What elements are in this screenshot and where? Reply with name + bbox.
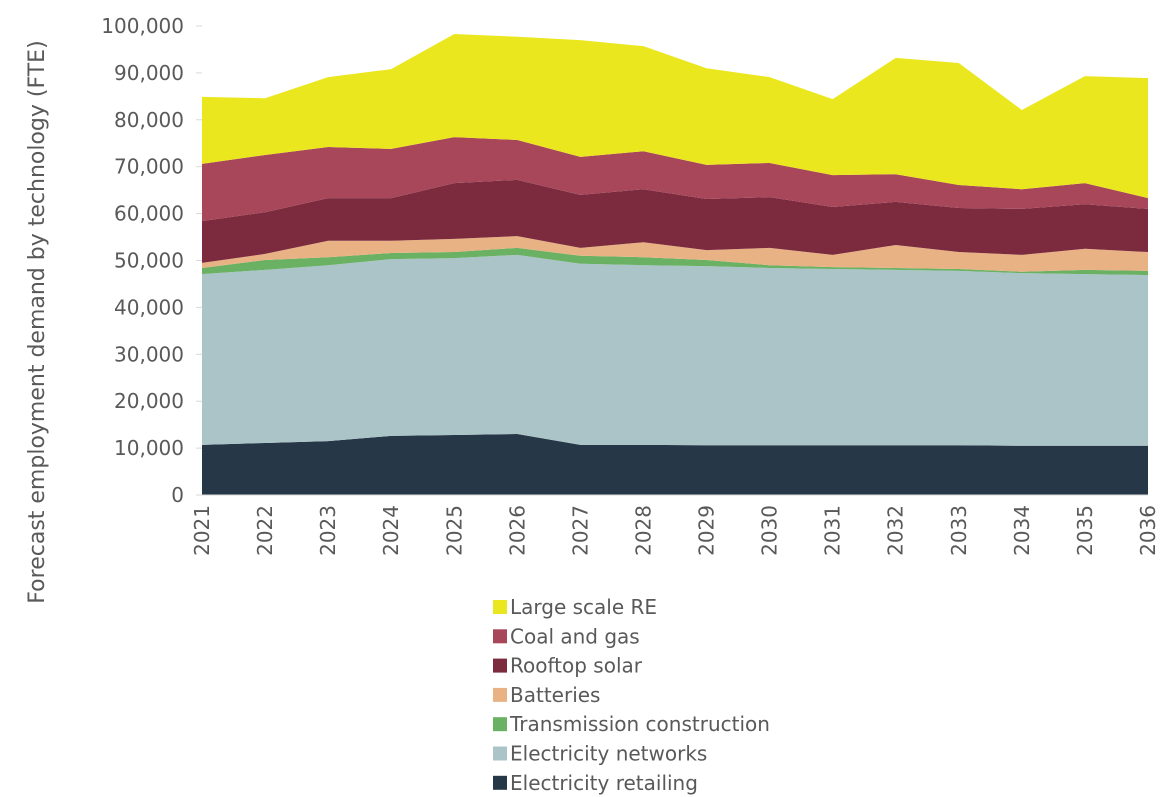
y-tick-label: 70,000 — [114, 155, 184, 179]
legend-swatch — [493, 717, 507, 732]
x-tick-label: 2024 — [379, 505, 403, 556]
y-tick-label: 90,000 — [114, 61, 184, 85]
y-tick-label: 0 — [171, 483, 184, 507]
legend-swatch — [493, 746, 507, 761]
area — [202, 33, 1148, 199]
y-tick-label: 60,000 — [114, 202, 184, 226]
x-tick-group: 2027 — [568, 505, 592, 556]
legend-swatch — [493, 687, 507, 702]
x-tick-group: 2024 — [379, 505, 403, 556]
y-tick-label: 20,000 — [114, 389, 184, 413]
x-tick-label: 2028 — [631, 505, 655, 556]
y-tick-label: 30,000 — [114, 342, 184, 366]
x-tick-group: 2035 — [1073, 505, 1097, 556]
legend-label: Electricity retailing — [510, 771, 698, 795]
x-tick-group: 2023 — [316, 505, 340, 556]
x-tick-group: 2029 — [695, 505, 719, 556]
legend-label: Electricity networks — [510, 742, 707, 766]
y-tick-label: 40,000 — [114, 295, 184, 319]
area — [202, 236, 1148, 272]
x-tick-group: 2031 — [821, 505, 845, 556]
area — [202, 254, 1148, 446]
legend-swatch — [493, 658, 507, 673]
x-tick-label: 2026 — [505, 505, 529, 556]
y-tick-label: 80,000 — [114, 108, 184, 132]
legend-label: Transmission construction — [509, 712, 770, 736]
x-tick-label: 2036 — [1136, 505, 1160, 556]
legend-swatch — [493, 629, 507, 644]
legend-swatch — [493, 775, 507, 790]
x-tick-group: 2036 — [1136, 505, 1160, 556]
x-tick-group: 2026 — [505, 505, 529, 556]
x-tick-label: 2022 — [253, 505, 277, 556]
legend-label: Batteries — [510, 683, 600, 707]
x-tick-group: 2030 — [758, 505, 782, 556]
legend-swatch — [493, 600, 507, 614]
legend-label: Large scale RE — [510, 595, 657, 619]
x-tick-group: 2034 — [1010, 505, 1034, 556]
x-tick-group: 2032 — [884, 505, 908, 556]
x-tick-group: 2033 — [947, 505, 971, 556]
area — [202, 179, 1148, 263]
x-tick-label: 2033 — [947, 505, 971, 556]
x-tick-label: 2035 — [1073, 505, 1097, 556]
x-tick-label: 2031 — [821, 505, 845, 556]
x-tick-group: 2025 — [442, 505, 466, 556]
x-tick-label: 2021 — [190, 505, 214, 556]
x-tick-label: 2034 — [1010, 505, 1034, 556]
y-tick-label: 50,000 — [114, 249, 184, 273]
x-tick-group: 2022 — [253, 505, 277, 556]
area — [202, 434, 1148, 495]
x-tick-label: 2032 — [884, 505, 908, 556]
x-tick-group: 2028 — [631, 505, 655, 556]
x-tick-group: 2021 — [190, 505, 214, 556]
x-tick-label: 2025 — [442, 505, 466, 556]
area — [202, 137, 1148, 222]
x-tick-label: 2029 — [695, 505, 719, 556]
x-tick-label: 2030 — [758, 505, 782, 556]
x-tick-label: 2027 — [568, 505, 592, 556]
x-tick-label: 2023 — [316, 505, 340, 556]
legend-label: Rooftop solar — [510, 654, 643, 678]
y-tick-label: 100,000 — [101, 14, 184, 38]
y-tick-label: 10,000 — [114, 436, 184, 460]
legend-label: Coal and gas — [510, 624, 640, 648]
